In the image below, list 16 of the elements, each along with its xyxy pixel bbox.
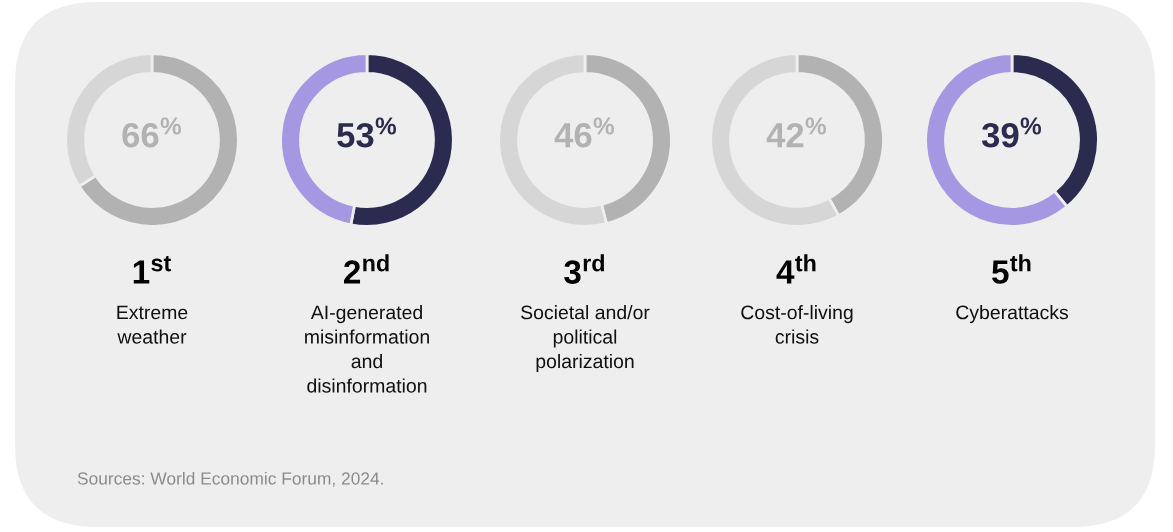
data-label: 42$^{%}$ — [766, 117, 827, 148]
text: AI-generated misinformation and disinformation — [305, 305, 429, 393]
data-label: 66$^{%}$ — [122, 117, 182, 148]
text: 4$^{th}$ — [776, 254, 816, 284]
source-note: Sources: World Economic Forum, 2024. — [77, 471, 383, 487]
data-label: 53$^{%}$ — [337, 117, 397, 148]
text: 2$^{nd}$ — [343, 254, 389, 284]
text: 5$^{th}$ — [992, 254, 1031, 284]
text: Cost-of-living crisis — [741, 305, 853, 344]
text: Cyberattacks — [956, 305, 1069, 324]
text: Societal and/or political polarization — [521, 305, 650, 373]
text: 1$^{st}$ — [133, 255, 171, 284]
data-label: 46$^{%}$ — [554, 117, 615, 148]
text: 3$^{rd}$ — [564, 254, 604, 284]
text: Extreme weather — [117, 305, 188, 344]
data-label: 39$^{%}$ — [981, 117, 1042, 148]
